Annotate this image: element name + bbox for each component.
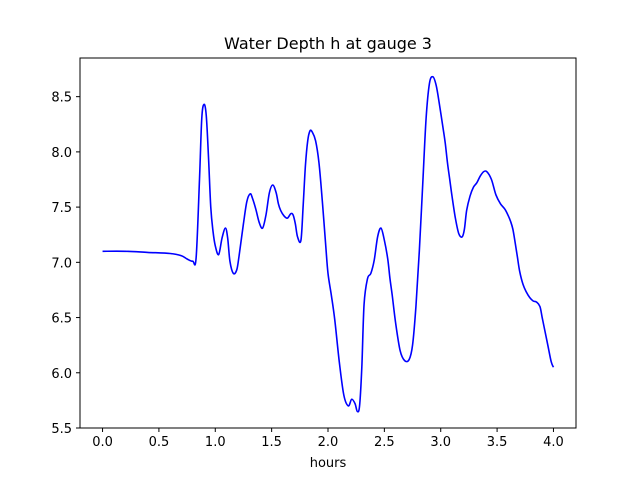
series-line bbox=[102, 75, 555, 413]
y-tick-label: 6.0 bbox=[51, 367, 72, 382]
y-tick-label: 7.0 bbox=[51, 256, 72, 271]
x-axis: 0.0 0.5 1.0 1.5 2.0 2.5 3.0 3.5 4.0 bbox=[92, 428, 564, 450]
y-tick-label: 5.5 bbox=[51, 422, 72, 437]
y-axis: 5.5 6.0 6.5 7.0 7.5 8.0 8.5 bbox=[51, 91, 80, 437]
y-tick-label: 7.5 bbox=[51, 201, 72, 216]
x-tick-label: 3.0 bbox=[430, 435, 451, 450]
x-axis-label: hours bbox=[310, 456, 347, 471]
x-tick-label: 1.5 bbox=[261, 435, 282, 450]
x-tick-label: 2.5 bbox=[374, 435, 395, 450]
x-tick-label: 1.0 bbox=[205, 435, 226, 450]
x-tick-label: 0.0 bbox=[92, 435, 113, 450]
x-tick-label: 3.5 bbox=[487, 435, 508, 450]
x-tick-label: 0.5 bbox=[149, 435, 170, 450]
y-tick-label: 8.5 bbox=[51, 91, 72, 106]
y-tick-label: 6.5 bbox=[51, 312, 72, 327]
x-tick-label: 4.0 bbox=[543, 435, 564, 450]
x-tick-label: 2.0 bbox=[318, 435, 339, 450]
plot-area bbox=[102, 75, 555, 413]
chart-title: Water Depth h at gauge 3 bbox=[224, 34, 432, 53]
axes-frame bbox=[79, 57, 577, 429]
y-tick-label: 8.0 bbox=[51, 146, 72, 161]
